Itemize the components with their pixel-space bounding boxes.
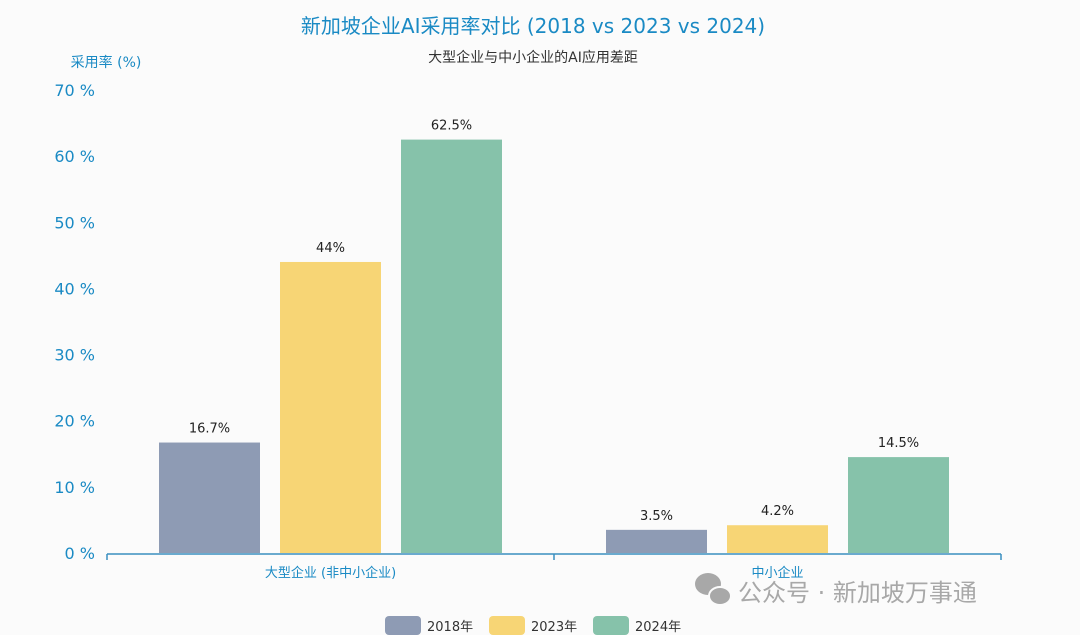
- bar: [401, 139, 502, 553]
- y-axis: 0 % 10 % 20 % 30 % 40 % 50 % 60 % 70 %: [54, 81, 95, 563]
- data-label: 16.7%: [189, 422, 230, 437]
- data-label: 14.5%: [878, 436, 919, 451]
- bar: [727, 525, 828, 553]
- x-tick-label: 中小企业: [751, 565, 803, 581]
- watermark: 公众号 · 新加坡万事通: [695, 573, 977, 607]
- data-label: 62.5%: [431, 119, 472, 134]
- legend: 2018年 2023年 2024年: [385, 616, 681, 635]
- y-axis-label: 采用率 (%): [71, 54, 142, 71]
- data-label: 4.2%: [761, 504, 794, 519]
- y-tick-label: 70 %: [54, 81, 95, 100]
- chart-subtitle: 大型企业与中小企业的AI应用差距: [428, 49, 638, 66]
- y-tick-label: 0 %: [65, 544, 95, 563]
- x-tick-label: 大型企业 (非中小企业): [265, 565, 396, 581]
- y-tick-label: 10 %: [54, 478, 95, 497]
- y-tick-label: 20 %: [54, 412, 95, 431]
- legend-label: 2024年: [635, 620, 681, 635]
- legend-swatch: [593, 616, 629, 635]
- legend-label: 2023年: [531, 620, 577, 635]
- legend-swatch: [489, 616, 525, 635]
- y-tick-label: 30 %: [54, 346, 95, 365]
- y-tick-label: 60 %: [54, 147, 95, 166]
- bar: [159, 442, 260, 553]
- legend-label: 2018年: [427, 620, 473, 635]
- bar: [606, 529, 707, 553]
- bar: [280, 261, 381, 553]
- y-tick-label: 40 %: [54, 279, 95, 298]
- bars: 16.7% 44% 62.5% 3.5% 4.2% 14.5%: [159, 119, 949, 553]
- legend-swatch: [385, 616, 421, 635]
- x-axis: 大型企业 (非中小企业) 中小企业: [106, 553, 1002, 581]
- y-tick-label: 50 %: [54, 213, 95, 232]
- bar: [848, 457, 949, 553]
- watermark-text: 公众号 · 新加坡万事通: [738, 579, 977, 607]
- data-label: 44%: [316, 241, 345, 256]
- wechat-icon: [695, 573, 732, 606]
- chart-title: 新加坡企业AI采用率对比 (2018 vs 2023 vs 2024): [301, 14, 765, 38]
- data-label: 3.5%: [640, 509, 673, 524]
